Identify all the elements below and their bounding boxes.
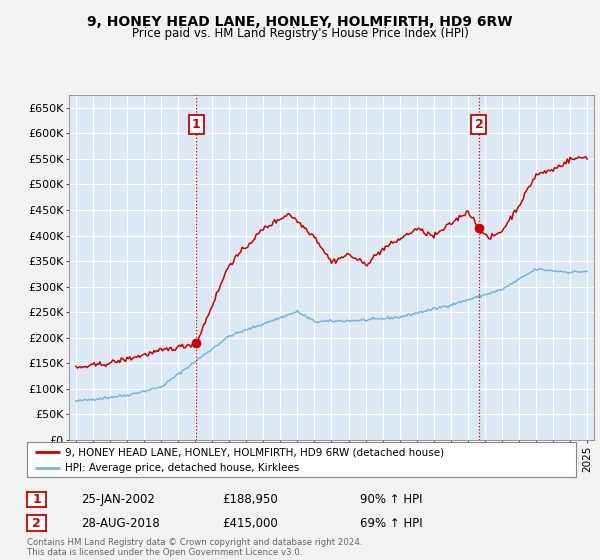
Text: £415,000: £415,000: [222, 516, 278, 530]
Text: £188,950: £188,950: [222, 493, 278, 506]
Text: 9, HONEY HEAD LANE, HONLEY, HOLMFIRTH, HD9 6RW: 9, HONEY HEAD LANE, HONLEY, HOLMFIRTH, H…: [87, 15, 513, 29]
Text: 1: 1: [32, 493, 41, 506]
Text: HPI: Average price, detached house, Kirklees: HPI: Average price, detached house, Kirk…: [65, 463, 300, 473]
Text: 2: 2: [32, 516, 41, 530]
Text: Contains HM Land Registry data © Crown copyright and database right 2024.
This d: Contains HM Land Registry data © Crown c…: [27, 538, 362, 557]
Text: 28-AUG-2018: 28-AUG-2018: [81, 516, 160, 530]
Text: 9, HONEY HEAD LANE, HONLEY, HOLMFIRTH, HD9 6RW (detached house): 9, HONEY HEAD LANE, HONLEY, HOLMFIRTH, H…: [65, 447, 445, 457]
Text: 25-JAN-2002: 25-JAN-2002: [81, 493, 155, 506]
Text: Price paid vs. HM Land Registry's House Price Index (HPI): Price paid vs. HM Land Registry's House …: [131, 27, 469, 40]
Text: 69% ↑ HPI: 69% ↑ HPI: [360, 516, 422, 530]
Text: 1: 1: [192, 118, 201, 131]
Text: 90% ↑ HPI: 90% ↑ HPI: [360, 493, 422, 506]
Text: 2: 2: [475, 118, 484, 131]
